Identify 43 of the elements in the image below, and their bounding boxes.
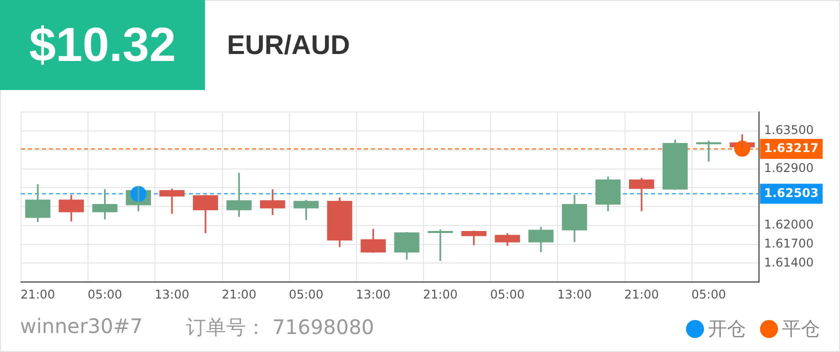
candlestick [494, 233, 520, 246]
candlestick [360, 228, 386, 253]
chart-title: EUR/AUD [227, 30, 350, 61]
candlestick [226, 172, 252, 217]
candlestick [394, 232, 420, 260]
candlestick [192, 194, 218, 234]
candlestick [528, 226, 554, 252]
candlestick [159, 188, 185, 214]
x-tick-label: 21:00 [20, 287, 56, 302]
x-tick-label: 21:00 [423, 287, 458, 302]
legend-label: 平仓 [782, 317, 820, 342]
y-tick-label: 1.61400 [764, 255, 814, 270]
x-tick-label: 05:00 [288, 287, 324, 302]
x-tick-label: 05:00 [88, 287, 122, 302]
candlestick [25, 184, 50, 222]
candlestick [662, 140, 688, 190]
ref-line-label: 1.63217 [764, 140, 819, 155]
y-tick-label: 1.62900 [764, 160, 814, 175]
candlestick [294, 200, 319, 220]
legend-label: 开仓 [708, 317, 746, 342]
x-tick-label: 05:00 [490, 287, 525, 302]
x-tick-label: 13:00 [356, 287, 391, 302]
x-tick-label: 13:00 [557, 287, 592, 302]
candlestick [92, 189, 118, 220]
text: winner30#7 [20, 314, 143, 338]
ref-line-label: 1.62503 [764, 186, 819, 200]
y-tick-label: 1.61700 [764, 236, 814, 250]
text: $10.32 [0, 0, 205, 90]
candlestick [562, 194, 588, 242]
candlestick [428, 229, 453, 261]
candlestick [629, 178, 654, 212]
y-tick-label: 1.62000 [764, 218, 814, 232]
candlestick [58, 194, 84, 222]
x-tick-label: 13:00 [154, 287, 190, 302]
candlestick [260, 189, 286, 216]
candlestick [461, 230, 486, 246]
x-tick-label: 21:00 [624, 287, 659, 302]
y-tick-label: 1.63500 [764, 123, 814, 138]
candlestick [327, 197, 352, 248]
text: 订单号： 71698080 [186, 314, 374, 341]
x-tick-label: 21:00 [222, 287, 256, 302]
x-tick-label: 05:00 [691, 287, 726, 302]
candlestick [595, 176, 621, 212]
